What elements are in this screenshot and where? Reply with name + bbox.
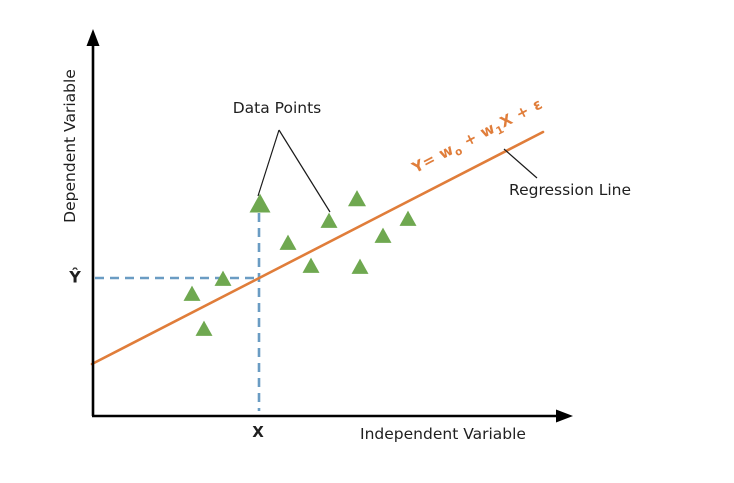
data-point-marker (302, 257, 320, 273)
data-point-marker (183, 285, 201, 301)
data-point-marker (249, 193, 271, 213)
data-point-marker (374, 227, 392, 243)
x-mark-label: X (252, 423, 264, 441)
data-points-label: Data Points (232, 99, 322, 117)
regression-line (90, 130, 545, 366)
data-point-marker (195, 320, 213, 336)
data-points-pointer-line (278, 129, 331, 213)
data-point-marker (320, 212, 338, 228)
regression-pointer-line (503, 148, 538, 179)
data-point-marker (399, 210, 417, 226)
x-axis-arrowhead (556, 409, 573, 423)
y-axis-arrowhead (86, 29, 100, 46)
regression-line-label: Regression Line (508, 181, 632, 199)
x-axis-label: Independent Variable (360, 425, 526, 443)
data-point-marker (214, 270, 232, 286)
data-point-marker (279, 234, 297, 250)
data-point-marker (351, 258, 369, 274)
y-hat-label: Ŷ (69, 267, 81, 287)
data-points-pointer-line (257, 129, 280, 197)
data-point-marker (348, 190, 366, 207)
y-axis-label: Dependent Variable (61, 69, 79, 223)
